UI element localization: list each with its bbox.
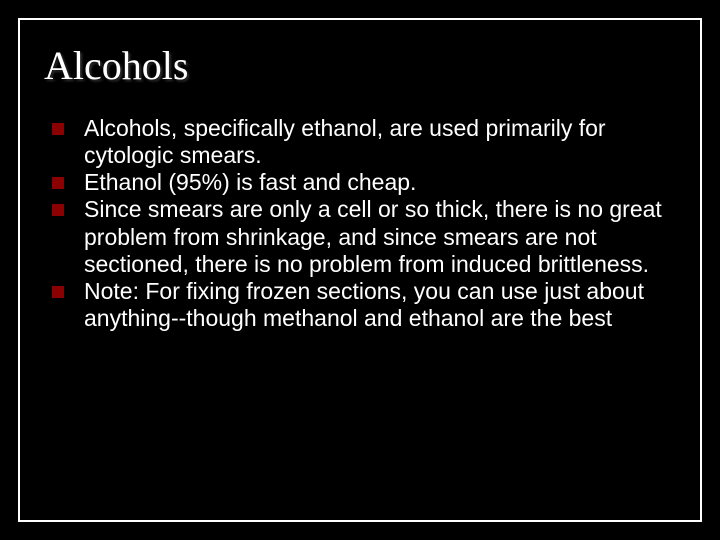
bullet-text: Note: For fixing frozen sections, you ca… [84, 278, 676, 332]
bullet-text: Ethanol (95%) is fast and cheap. [84, 169, 676, 196]
bullet-text: Alcohols, specifically ethanol, are used… [84, 115, 676, 169]
bullet-list: Alcohols, specifically ethanol, are used… [44, 115, 676, 332]
list-item: Ethanol (95%) is fast and cheap. [52, 169, 676, 196]
square-bullet-icon [52, 123, 64, 135]
square-bullet-icon [52, 204, 64, 216]
list-item: Since smears are only a cell or so thick… [52, 196, 676, 277]
bullet-text: Since smears are only a cell or so thick… [84, 196, 676, 277]
list-item: Alcohols, specifically ethanol, are used… [52, 115, 676, 169]
slide-frame: Alcohols Alcohols, specifically ethanol,… [18, 18, 702, 522]
list-item: Note: For fixing frozen sections, you ca… [52, 278, 676, 332]
square-bullet-icon [52, 286, 64, 298]
slide-container: Alcohols Alcohols, specifically ethanol,… [0, 0, 720, 540]
slide-title: Alcohols [44, 42, 676, 89]
square-bullet-icon [52, 177, 64, 189]
